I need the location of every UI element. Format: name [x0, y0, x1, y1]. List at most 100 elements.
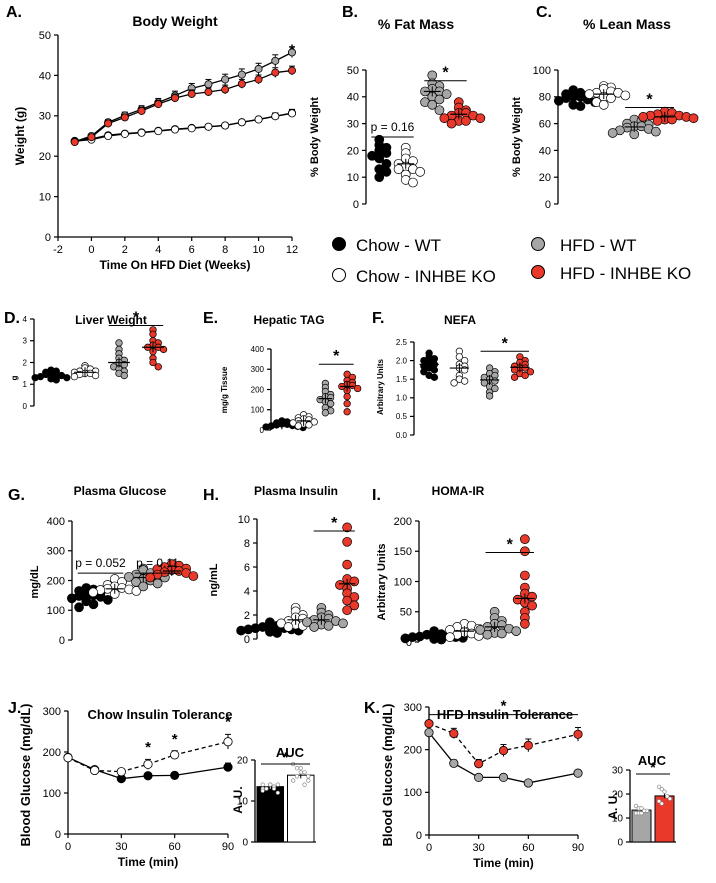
data-point — [254, 75, 263, 84]
panel-title: Plasma Glucose — [74, 484, 167, 498]
data-point — [521, 371, 529, 380]
y-tick-label: 20 — [612, 790, 624, 801]
y-tick-label: 0 — [617, 838, 623, 849]
series-line — [428, 732, 579, 784]
data-point — [272, 628, 282, 638]
group-hfd-wt — [479, 364, 500, 400]
y-tick-label: 1.5 — [396, 375, 408, 384]
auc-data-point — [639, 811, 644, 816]
group-hfd-wt — [108, 339, 130, 380]
y-tick-label: 20 — [347, 145, 359, 157]
auc-data-point — [639, 806, 644, 811]
data-point — [170, 770, 180, 780]
series-hfd-inhbe-ko — [424, 719, 583, 769]
y-tick-label: 400 — [251, 345, 265, 354]
data-point — [650, 126, 661, 137]
significance-star: * — [225, 714, 231, 731]
y-tick-label: 0 — [55, 829, 61, 841]
data-point — [137, 128, 146, 137]
significance-star: * — [172, 731, 178, 748]
panel-B: B. % Fat Mass 0 10 20 30 40 50 % Body Weight p = … — [309, 4, 486, 211]
auc-data-point — [662, 789, 667, 794]
data-point — [427, 70, 438, 81]
auc-data-point — [659, 801, 664, 806]
data-point — [520, 534, 530, 545]
group-hfd-inhbe-ko — [142, 326, 168, 371]
auc-data-point — [656, 799, 662, 804]
data-point — [90, 765, 100, 776]
y-tick-label: 2 — [244, 610, 250, 622]
data-point — [204, 87, 213, 96]
y-tick-label: 30 — [39, 111, 51, 123]
x-tick-label: 4 — [155, 244, 161, 256]
data-point — [87, 133, 96, 142]
auc-data-point — [298, 770, 303, 775]
auc-data-point — [291, 778, 296, 783]
y-tick-label: 100 — [47, 605, 65, 617]
data-point — [482, 629, 493, 640]
y-tick-label: 0 — [260, 426, 265, 435]
data-point — [52, 376, 60, 384]
legend-label-hfd-ko: HFD - INHBE KO — [560, 264, 691, 283]
panel-title: % Lean Mass — [583, 16, 671, 32]
significance-star: * — [333, 348, 340, 365]
auc-data-point — [302, 782, 307, 787]
panel-letter: I. — [372, 487, 381, 504]
series-line — [67, 741, 229, 773]
data-point — [381, 166, 392, 177]
data-point — [342, 595, 352, 606]
auc-data-point — [633, 803, 639, 809]
data-point — [137, 106, 146, 115]
panel-letter: H. — [203, 487, 219, 504]
data-point — [449, 758, 459, 768]
panel-title: Plasma Insulin — [254, 484, 338, 498]
auc-data-point — [268, 782, 273, 787]
data-point — [434, 94, 445, 105]
y-tick-label: 2.0 — [396, 356, 408, 365]
data-point — [446, 118, 457, 129]
y-tick-label: 1.0 — [396, 394, 408, 403]
panel-letter: E. — [203, 310, 218, 327]
y-axis-label: mg/dL — [29, 565, 41, 598]
panel-G: G. Plasma Glucose 0 100 200 300 400 mg/dL p = 0.… — [8, 484, 199, 647]
y-tick-label: 0 — [545, 199, 551, 211]
y-tick-label: 8 — [244, 538, 250, 550]
data-point — [598, 99, 609, 110]
panel-C: C. % Lean Mass 0 20 40 60 80 100 % Body Weight * — [511, 4, 699, 211]
y-tick-label: 100 — [404, 787, 422, 799]
data-point — [262, 423, 270, 431]
panel-letter: C. — [536, 4, 552, 21]
auc-data-point — [294, 766, 300, 771]
y-tick-label: 40 — [539, 145, 551, 157]
data-point — [323, 620, 334, 631]
data-point — [170, 750, 180, 760]
data-point — [70, 138, 79, 147]
group-chow-wt — [31, 366, 71, 384]
auc-bar — [256, 786, 284, 843]
data-point — [455, 353, 464, 361]
significance-star: * — [133, 310, 140, 327]
group-chow-wt — [367, 134, 392, 183]
panel-title: % Fat Mass — [378, 16, 454, 32]
data-point — [66, 593, 77, 604]
data-point — [254, 64, 263, 73]
data-point — [408, 177, 418, 188]
data-point — [400, 633, 411, 644]
group-chow-wt — [419, 349, 439, 381]
data-point — [204, 122, 213, 131]
auc-data-point — [659, 787, 664, 792]
y-tick-label: 10 — [237, 797, 249, 808]
y-tick-label: 100 — [394, 576, 412, 588]
data-point — [424, 719, 434, 729]
data-point — [237, 118, 246, 127]
y-axis-label: Arbitrary Units — [376, 543, 388, 620]
y-tick-label: 300 — [47, 546, 65, 558]
auc-data-point — [275, 790, 280, 795]
panel-letter: A. — [6, 4, 22, 21]
y-tick-label: 10 — [39, 191, 51, 203]
auc-y-axis-label: A. U. — [231, 786, 245, 813]
y-tick-label: 20 — [39, 151, 51, 163]
